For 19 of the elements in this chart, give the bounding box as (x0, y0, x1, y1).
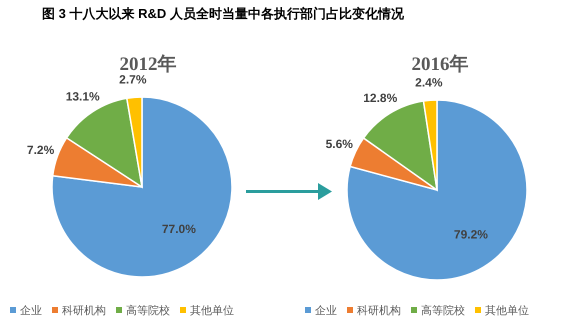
data-label: 12.8% (363, 91, 398, 106)
data-label: 77.0% (162, 222, 196, 236)
legend-label: 高等院校 (421, 304, 465, 317)
caption: 图 3 十八大以来 R&D 人员全时当量中各执行部门占比变化情况 (42, 6, 405, 21)
data-label: 79.2% (454, 227, 488, 242)
chart-title: 2016年 (412, 54, 468, 75)
data-label: 13.1% (66, 90, 100, 104)
legend-label: 其他单位 (190, 304, 234, 317)
chart-title: 2012年 (120, 54, 176, 75)
data-label: 5.6% (326, 137, 354, 152)
legend-label: 企业 (20, 304, 42, 317)
legend-label: 企业 (315, 304, 337, 317)
legend-label: 高等院校 (126, 304, 170, 317)
legend-label: 科研机构 (357, 305, 401, 317)
data-label: 2.4% (415, 75, 443, 90)
legend-label: 科研机构 (62, 305, 106, 317)
data-label: 7.2% (26, 142, 55, 157)
legend-label: 其他单位 (485, 304, 529, 317)
data-label: 2.7% (119, 72, 147, 86)
